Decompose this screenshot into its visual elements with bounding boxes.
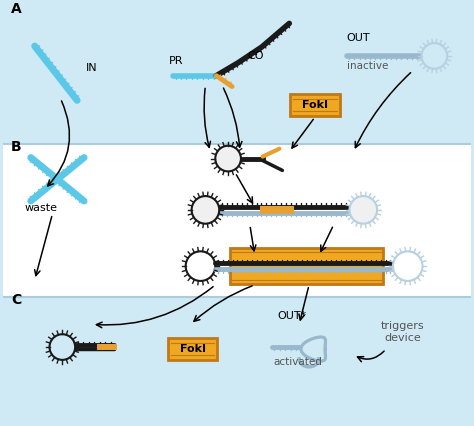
Bar [290, 95, 340, 116]
Circle shape [349, 196, 377, 224]
Circle shape [186, 251, 215, 281]
Bar [3, 144, 471, 297]
FancyArrowPatch shape [321, 227, 332, 251]
FancyArrowPatch shape [223, 88, 242, 147]
Text: C: C [11, 293, 21, 307]
Text: OUT: OUT [346, 33, 370, 43]
Polygon shape [301, 337, 325, 361]
FancyArrowPatch shape [237, 175, 253, 203]
FancyArrowPatch shape [35, 216, 52, 276]
Bar [97, 344, 117, 350]
FancyArrowPatch shape [299, 288, 309, 320]
FancyArrowPatch shape [357, 351, 384, 362]
Circle shape [421, 43, 447, 69]
Text: activated: activated [273, 357, 322, 367]
Text: PR: PR [169, 56, 183, 66]
FancyArrowPatch shape [292, 119, 313, 148]
Text: waste: waste [25, 203, 58, 213]
Circle shape [49, 334, 75, 360]
Bar [3, 297, 471, 426]
FancyArrowPatch shape [250, 227, 256, 251]
Bar [260, 206, 294, 214]
Text: IN: IN [86, 63, 98, 73]
Text: inactive: inactive [346, 61, 388, 71]
Bar [168, 338, 217, 360]
Circle shape [393, 251, 422, 281]
FancyArrowPatch shape [96, 287, 213, 328]
FancyArrowPatch shape [194, 286, 252, 321]
FancyArrowPatch shape [204, 88, 210, 147]
Text: A: A [11, 2, 22, 15]
Circle shape [191, 196, 219, 224]
Bar [3, 6, 471, 144]
Bar [230, 248, 383, 284]
Text: FokI: FokI [180, 344, 206, 354]
Circle shape [215, 146, 241, 171]
FancyArrowPatch shape [48, 101, 70, 186]
FancyArrowPatch shape [355, 72, 410, 147]
Text: OUT*: OUT* [277, 311, 307, 322]
Text: triggers
device: triggers device [381, 322, 425, 343]
Text: CO: CO [248, 51, 264, 61]
Text: B: B [11, 140, 22, 154]
Text: FokI: FokI [302, 100, 328, 110]
